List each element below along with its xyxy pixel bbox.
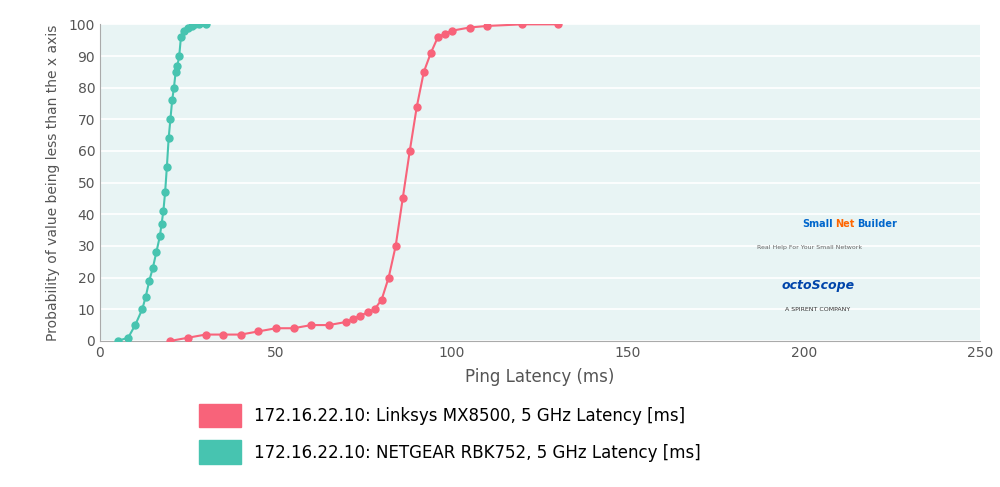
172.16.22.10: Linksys MX8500, 5 GHz Latency [ms]: (80, 13): Linksys MX8500, 5 GHz Latency [ms]: (80,… bbox=[376, 297, 388, 302]
172.16.22.10: Linksys MX8500, 5 GHz Latency [ms]: (98, 97): Linksys MX8500, 5 GHz Latency [ms]: (98,… bbox=[439, 31, 451, 37]
172.16.22.10: NETGEAR RBK752, 5 GHz Latency [ms]: (25, 99): NETGEAR RBK752, 5 GHz Latency [ms]: (25,… bbox=[182, 24, 194, 30]
Text: Net: Net bbox=[836, 219, 855, 229]
172.16.22.10: Linksys MX8500, 5 GHz Latency [ms]: (110, 99.5): Linksys MX8500, 5 GHz Latency [ms]: (110… bbox=[481, 23, 493, 29]
172.16.22.10: NETGEAR RBK752, 5 GHz Latency [ms]: (17.5, 37): NETGEAR RBK752, 5 GHz Latency [ms]: (17.… bbox=[156, 221, 168, 227]
172.16.22.10: Linksys MX8500, 5 GHz Latency [ms]: (76, 9): Linksys MX8500, 5 GHz Latency [ms]: (76,… bbox=[362, 310, 374, 316]
172.16.22.10: NETGEAR RBK752, 5 GHz Latency [ms]: (18, 41): NETGEAR RBK752, 5 GHz Latency [ms]: (18,… bbox=[157, 208, 169, 214]
172.16.22.10: Linksys MX8500, 5 GHz Latency [ms]: (130, 100): Linksys MX8500, 5 GHz Latency [ms]: (130… bbox=[552, 21, 564, 27]
172.16.22.10: NETGEAR RBK752, 5 GHz Latency [ms]: (23, 96): NETGEAR RBK752, 5 GHz Latency [ms]: (23,… bbox=[175, 34, 187, 40]
172.16.22.10: NETGEAR RBK752, 5 GHz Latency [ms]: (28, 100): NETGEAR RBK752, 5 GHz Latency [ms]: (28,… bbox=[193, 21, 205, 27]
172.16.22.10: Linksys MX8500, 5 GHz Latency [ms]: (94, 91): Linksys MX8500, 5 GHz Latency [ms]: (94,… bbox=[425, 50, 437, 56]
172.16.22.10: NETGEAR RBK752, 5 GHz Latency [ms]: (27, 100): NETGEAR RBK752, 5 GHz Latency [ms]: (27,… bbox=[189, 21, 201, 27]
172.16.22.10: NETGEAR RBK752, 5 GHz Latency [ms]: (15, 23): NETGEAR RBK752, 5 GHz Latency [ms]: (15,… bbox=[147, 265, 159, 271]
Y-axis label: Probability of value being less than the x axis: Probability of value being less than the… bbox=[46, 24, 60, 341]
172.16.22.10: Linksys MX8500, 5 GHz Latency [ms]: (74, 8): Linksys MX8500, 5 GHz Latency [ms]: (74,… bbox=[354, 313, 366, 318]
172.16.22.10: NETGEAR RBK752, 5 GHz Latency [ms]: (18.5, 47): NETGEAR RBK752, 5 GHz Latency [ms]: (18.… bbox=[159, 189, 171, 195]
172.16.22.10: NETGEAR RBK752, 5 GHz Latency [ms]: (26, 99.5): NETGEAR RBK752, 5 GHz Latency [ms]: (26,… bbox=[186, 23, 198, 29]
172.16.22.10: NETGEAR RBK752, 5 GHz Latency [ms]: (30, 100): NETGEAR RBK752, 5 GHz Latency [ms]: (30,… bbox=[200, 21, 212, 27]
Text: Builder: Builder bbox=[857, 219, 897, 229]
172.16.22.10: Linksys MX8500, 5 GHz Latency [ms]: (35, 2): Linksys MX8500, 5 GHz Latency [ms]: (35,… bbox=[217, 332, 229, 337]
Text: Small: Small bbox=[803, 219, 833, 229]
172.16.22.10: Linksys MX8500, 5 GHz Latency [ms]: (100, 98): Linksys MX8500, 5 GHz Latency [ms]: (100… bbox=[446, 28, 458, 34]
172.16.22.10: Linksys MX8500, 5 GHz Latency [ms]: (82, 20): Linksys MX8500, 5 GHz Latency [ms]: (82,… bbox=[383, 275, 395, 281]
172.16.22.10: NETGEAR RBK752, 5 GHz Latency [ms]: (22, 87): NETGEAR RBK752, 5 GHz Latency [ms]: (22,… bbox=[171, 63, 183, 69]
172.16.22.10: NETGEAR RBK752, 5 GHz Latency [ms]: (22.5, 90): NETGEAR RBK752, 5 GHz Latency [ms]: (22.… bbox=[173, 53, 185, 59]
172.16.22.10: NETGEAR RBK752, 5 GHz Latency [ms]: (8, 1): NETGEAR RBK752, 5 GHz Latency [ms]: (8, … bbox=[122, 335, 134, 341]
172.16.22.10: NETGEAR RBK752, 5 GHz Latency [ms]: (5, 0): NETGEAR RBK752, 5 GHz Latency [ms]: (5, … bbox=[112, 338, 124, 344]
172.16.22.10: NETGEAR RBK752, 5 GHz Latency [ms]: (17, 33): NETGEAR RBK752, 5 GHz Latency [ms]: (17,… bbox=[154, 234, 166, 240]
Line: 172.16.22.10: Linksys MX8500, 5 GHz Latency [ms]: 172.16.22.10: Linksys MX8500, 5 GHz Late… bbox=[167, 21, 561, 344]
Line: 172.16.22.10: NETGEAR RBK752, 5 GHz Latency [ms]: 172.16.22.10: NETGEAR RBK752, 5 GHz Late… bbox=[114, 21, 209, 344]
172.16.22.10: Linksys MX8500, 5 GHz Latency [ms]: (20, 0): Linksys MX8500, 5 GHz Latency [ms]: (20,… bbox=[164, 338, 176, 344]
172.16.22.10: Linksys MX8500, 5 GHz Latency [ms]: (50, 4): Linksys MX8500, 5 GHz Latency [ms]: (50,… bbox=[270, 325, 282, 331]
172.16.22.10: Linksys MX8500, 5 GHz Latency [ms]: (105, 99): Linksys MX8500, 5 GHz Latency [ms]: (105… bbox=[464, 24, 476, 30]
172.16.22.10: NETGEAR RBK752, 5 GHz Latency [ms]: (12, 10): NETGEAR RBK752, 5 GHz Latency [ms]: (12,… bbox=[136, 306, 148, 312]
172.16.22.10: NETGEAR RBK752, 5 GHz Latency [ms]: (21.5, 85): NETGEAR RBK752, 5 GHz Latency [ms]: (21.… bbox=[170, 69, 182, 75]
172.16.22.10: Linksys MX8500, 5 GHz Latency [ms]: (25, 1): Linksys MX8500, 5 GHz Latency [ms]: (25,… bbox=[182, 335, 194, 341]
172.16.22.10: NETGEAR RBK752, 5 GHz Latency [ms]: (19.5, 64): NETGEAR RBK752, 5 GHz Latency [ms]: (19.… bbox=[163, 135, 175, 141]
172.16.22.10: NETGEAR RBK752, 5 GHz Latency [ms]: (14, 19): NETGEAR RBK752, 5 GHz Latency [ms]: (14,… bbox=[143, 278, 155, 283]
172.16.22.10: NETGEAR RBK752, 5 GHz Latency [ms]: (19, 55): NETGEAR RBK752, 5 GHz Latency [ms]: (19,… bbox=[161, 164, 173, 170]
172.16.22.10: Linksys MX8500, 5 GHz Latency [ms]: (55, 4): Linksys MX8500, 5 GHz Latency [ms]: (55,… bbox=[288, 325, 300, 331]
172.16.22.10: NETGEAR RBK752, 5 GHz Latency [ms]: (16, 28): NETGEAR RBK752, 5 GHz Latency [ms]: (16,… bbox=[150, 249, 162, 255]
172.16.22.10: Linksys MX8500, 5 GHz Latency [ms]: (40, 2): Linksys MX8500, 5 GHz Latency [ms]: (40,… bbox=[235, 332, 247, 337]
172.16.22.10: NETGEAR RBK752, 5 GHz Latency [ms]: (20.5, 76): NETGEAR RBK752, 5 GHz Latency [ms]: (20.… bbox=[166, 97, 178, 103]
172.16.22.10: NETGEAR RBK752, 5 GHz Latency [ms]: (13, 14): NETGEAR RBK752, 5 GHz Latency [ms]: (13,… bbox=[140, 294, 152, 300]
172.16.22.10: NETGEAR RBK752, 5 GHz Latency [ms]: (24, 98): NETGEAR RBK752, 5 GHz Latency [ms]: (24,… bbox=[178, 28, 190, 34]
172.16.22.10: Linksys MX8500, 5 GHz Latency [ms]: (78, 10): Linksys MX8500, 5 GHz Latency [ms]: (78,… bbox=[369, 306, 381, 312]
X-axis label: Ping Latency (ms): Ping Latency (ms) bbox=[465, 368, 615, 386]
172.16.22.10: Linksys MX8500, 5 GHz Latency [ms]: (86, 45): Linksys MX8500, 5 GHz Latency [ms]: (86,… bbox=[397, 195, 409, 202]
172.16.22.10: Linksys MX8500, 5 GHz Latency [ms]: (30, 2): Linksys MX8500, 5 GHz Latency [ms]: (30,… bbox=[200, 332, 212, 337]
172.16.22.10: Linksys MX8500, 5 GHz Latency [ms]: (90, 74): Linksys MX8500, 5 GHz Latency [ms]: (90,… bbox=[411, 104, 423, 110]
172.16.22.10: Linksys MX8500, 5 GHz Latency [ms]: (88, 60): Linksys MX8500, 5 GHz Latency [ms]: (88,… bbox=[404, 148, 416, 154]
172.16.22.10: NETGEAR RBK752, 5 GHz Latency [ms]: (21, 80): NETGEAR RBK752, 5 GHz Latency [ms]: (21,… bbox=[168, 85, 180, 91]
172.16.22.10: NETGEAR RBK752, 5 GHz Latency [ms]: (10, 5): NETGEAR RBK752, 5 GHz Latency [ms]: (10,… bbox=[129, 322, 141, 328]
Text: A SPIRENT COMPANY: A SPIRENT COMPANY bbox=[785, 307, 851, 313]
Text: Real Help For Your Small Network: Real Help For Your Small Network bbox=[757, 244, 863, 250]
172.16.22.10: Linksys MX8500, 5 GHz Latency [ms]: (92, 85): Linksys MX8500, 5 GHz Latency [ms]: (92,… bbox=[418, 69, 430, 75]
172.16.22.10: Linksys MX8500, 5 GHz Latency [ms]: (65, 5): Linksys MX8500, 5 GHz Latency [ms]: (65,… bbox=[323, 322, 335, 328]
172.16.22.10: Linksys MX8500, 5 GHz Latency [ms]: (70, 6): Linksys MX8500, 5 GHz Latency [ms]: (70,… bbox=[340, 319, 352, 325]
Legend: 172.16.22.10: Linksys MX8500, 5 GHz Latency [ms], 172.16.22.10: NETGEAR RBK752, : 172.16.22.10: Linksys MX8500, 5 GHz Late… bbox=[199, 404, 701, 464]
172.16.22.10: Linksys MX8500, 5 GHz Latency [ms]: (120, 100): Linksys MX8500, 5 GHz Latency [ms]: (120… bbox=[516, 21, 528, 27]
172.16.22.10: Linksys MX8500, 5 GHz Latency [ms]: (84, 30): Linksys MX8500, 5 GHz Latency [ms]: (84,… bbox=[390, 243, 402, 249]
172.16.22.10: Linksys MX8500, 5 GHz Latency [ms]: (96, 96): Linksys MX8500, 5 GHz Latency [ms]: (96,… bbox=[432, 34, 444, 40]
Text: octoScope: octoScope bbox=[781, 279, 855, 292]
172.16.22.10: NETGEAR RBK752, 5 GHz Latency [ms]: (20, 70): NETGEAR RBK752, 5 GHz Latency [ms]: (20,… bbox=[164, 116, 176, 122]
172.16.22.10: Linksys MX8500, 5 GHz Latency [ms]: (60, 5): Linksys MX8500, 5 GHz Latency [ms]: (60,… bbox=[305, 322, 317, 328]
172.16.22.10: Linksys MX8500, 5 GHz Latency [ms]: (45, 3): Linksys MX8500, 5 GHz Latency [ms]: (45,… bbox=[252, 328, 264, 334]
172.16.22.10: Linksys MX8500, 5 GHz Latency [ms]: (72, 7): Linksys MX8500, 5 GHz Latency [ms]: (72,… bbox=[347, 316, 359, 321]
